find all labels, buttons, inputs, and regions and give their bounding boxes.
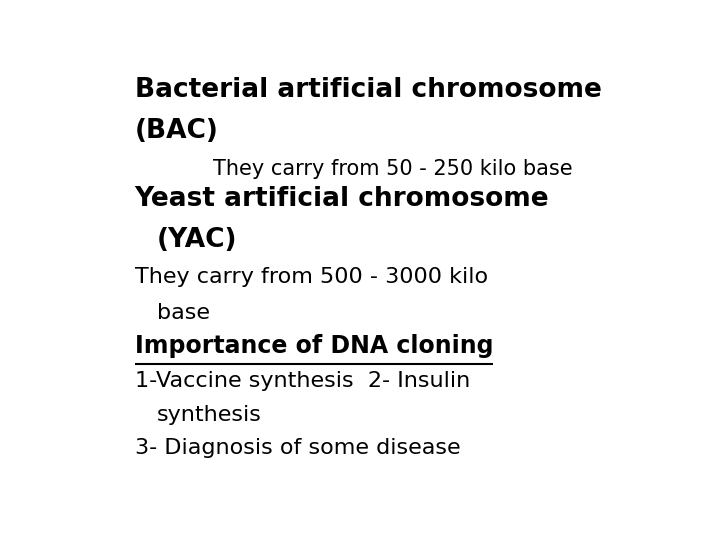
Text: Importance of DNA cloning: Importance of DNA cloning [135,334,493,357]
Text: 3- Diagnosis of some disease: 3- Diagnosis of some disease [135,438,460,458]
Text: (YAC): (YAC) [157,227,238,253]
Text: synthesis: synthesis [157,404,262,424]
Text: Yeast artificial chromosome: Yeast artificial chromosome [135,186,549,212]
Text: 1-Vaccine synthesis  2- Insulin: 1-Vaccine synthesis 2- Insulin [135,371,470,391]
Text: (BAC): (BAC) [135,118,218,144]
Text: They carry from 50 - 250 kilo base: They carry from 50 - 250 kilo base [213,159,572,179]
Text: They carry from 500 - 3000 kilo: They carry from 500 - 3000 kilo [135,267,487,287]
Text: base: base [157,303,210,323]
Text: Bacterial artificial chromosome: Bacterial artificial chromosome [135,77,601,103]
